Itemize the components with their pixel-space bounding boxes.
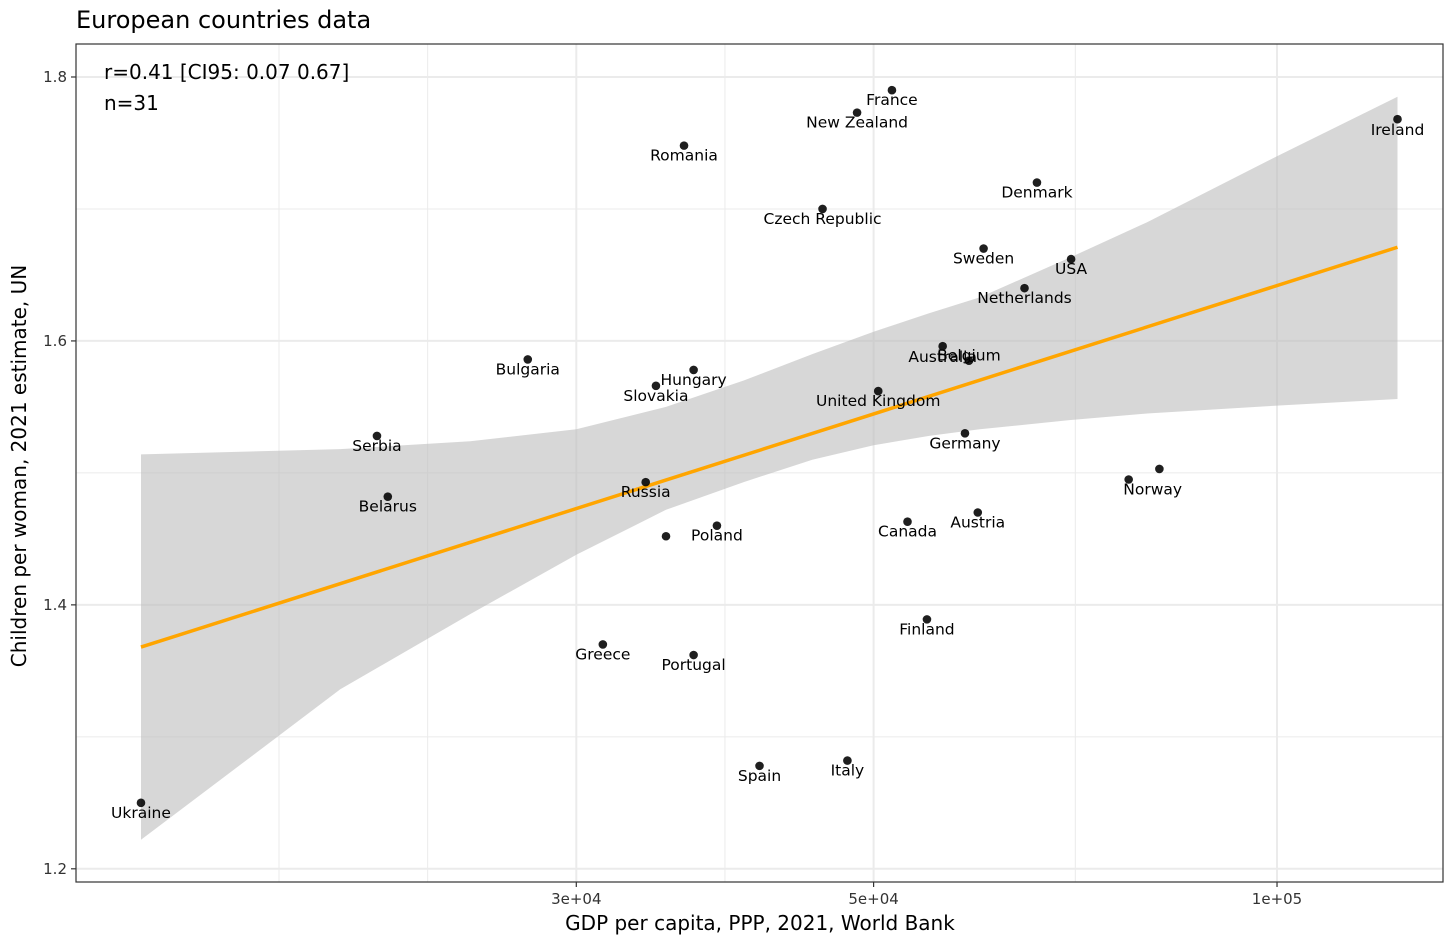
point-label: Germany	[929, 434, 1000, 452]
point-label: Ukraine	[111, 804, 171, 822]
data-point	[651, 381, 661, 391]
data-point	[679, 141, 689, 150]
point-label: Serbia	[352, 437, 401, 455]
point-label: Italy	[831, 762, 865, 780]
data-point	[1393, 114, 1402, 124]
data-point	[1020, 283, 1029, 293]
data-point	[689, 365, 698, 375]
correlation-annotation: r=0.41 [CI95: 0.07 0.67]	[104, 60, 349, 84]
data-point	[938, 341, 947, 351]
point-label: Norway	[1123, 480, 1182, 498]
y-tick-label: 1.4	[43, 596, 67, 614]
data-point	[903, 517, 912, 527]
x-tick-label: 3e+04	[551, 890, 601, 908]
point-label: Sweden	[953, 250, 1014, 268]
data-point	[843, 756, 852, 765]
confidence-band	[141, 96, 1398, 840]
point-label: New Zealand	[806, 114, 908, 132]
point-label: USA	[1055, 260, 1087, 278]
data-point	[1032, 178, 1042, 187]
point-label: Netherlands	[977, 289, 1071, 307]
point-label: Hungary	[661, 371, 727, 389]
point-label: Belgium	[937, 347, 1001, 365]
data-point	[818, 204, 827, 214]
data-point	[1066, 254, 1076, 264]
data-point	[383, 492, 393, 501]
data-point	[873, 386, 883, 396]
point-label: Romania	[650, 147, 718, 165]
data-point	[523, 355, 533, 364]
point-label: Australia	[908, 348, 977, 366]
point-label: Spain	[738, 767, 781, 785]
data-point	[372, 431, 382, 441]
chart-title: European countries data	[76, 6, 372, 34]
data-point	[979, 244, 988, 253]
ci-band	[141, 96, 1398, 840]
data-point	[964, 356, 974, 366]
data-point	[689, 650, 698, 660]
point-label: Bulgaria	[496, 360, 560, 378]
x-tick-label: 5e+04	[848, 890, 898, 908]
point-label: Canada	[878, 523, 937, 541]
x-axis-title: GDP per capita, PPP, 2021, World Bank	[565, 911, 955, 935]
data-point	[1155, 464, 1164, 474]
data-point	[641, 477, 651, 487]
y-tick-label: 1.6	[43, 332, 67, 350]
point-label: Denmark	[1001, 184, 1072, 202]
data-points	[136, 85, 1402, 808]
point-label: Czech Republic	[764, 210, 882, 228]
y-axis-title: Children per woman, 2021 estimate, UN	[7, 265, 31, 667]
y-tick-label: 1.8	[43, 68, 67, 86]
y-tick-label: 1.2	[43, 860, 67, 878]
data-point	[960, 429, 970, 438]
point-label: Poland	[691, 527, 743, 545]
data-point	[136, 798, 146, 808]
data-point	[887, 85, 897, 95]
point-labels: Ukraine Serbia Belarus Bulgaria Greece Russia…	[111, 91, 1424, 822]
data-point	[973, 508, 983, 517]
point-label: Finland	[899, 620, 954, 638]
point-label: Portugal	[662, 656, 726, 674]
trend-line-group	[140, 245, 1399, 649]
point-label: Belarus	[359, 498, 417, 516]
axes: 1.2 1.4 1.6 1.8 3e+04 5e+04 1e+05	[43, 68, 1302, 908]
trend-line	[140, 245, 1399, 649]
point-label: Ireland	[1371, 121, 1425, 139]
data-point	[922, 615, 932, 624]
point-label: France	[866, 91, 918, 109]
point-label: United Kingdom	[816, 392, 940, 410]
x-tick-label: 1e+05	[1252, 890, 1302, 908]
data-point	[755, 761, 764, 771]
panel-border	[75, 43, 1444, 883]
sample-size-annotation: n=31	[104, 91, 159, 115]
point-label: Austria	[950, 513, 1005, 531]
data-point	[661, 531, 671, 541]
point-label: Slovakia	[623, 387, 688, 405]
data-point	[1124, 475, 1133, 484]
point-label: Russia	[621, 483, 671, 501]
data-point	[712, 521, 722, 530]
point-label: Greece	[575, 645, 630, 663]
data-point	[852, 108, 862, 117]
data-point	[598, 640, 608, 649]
